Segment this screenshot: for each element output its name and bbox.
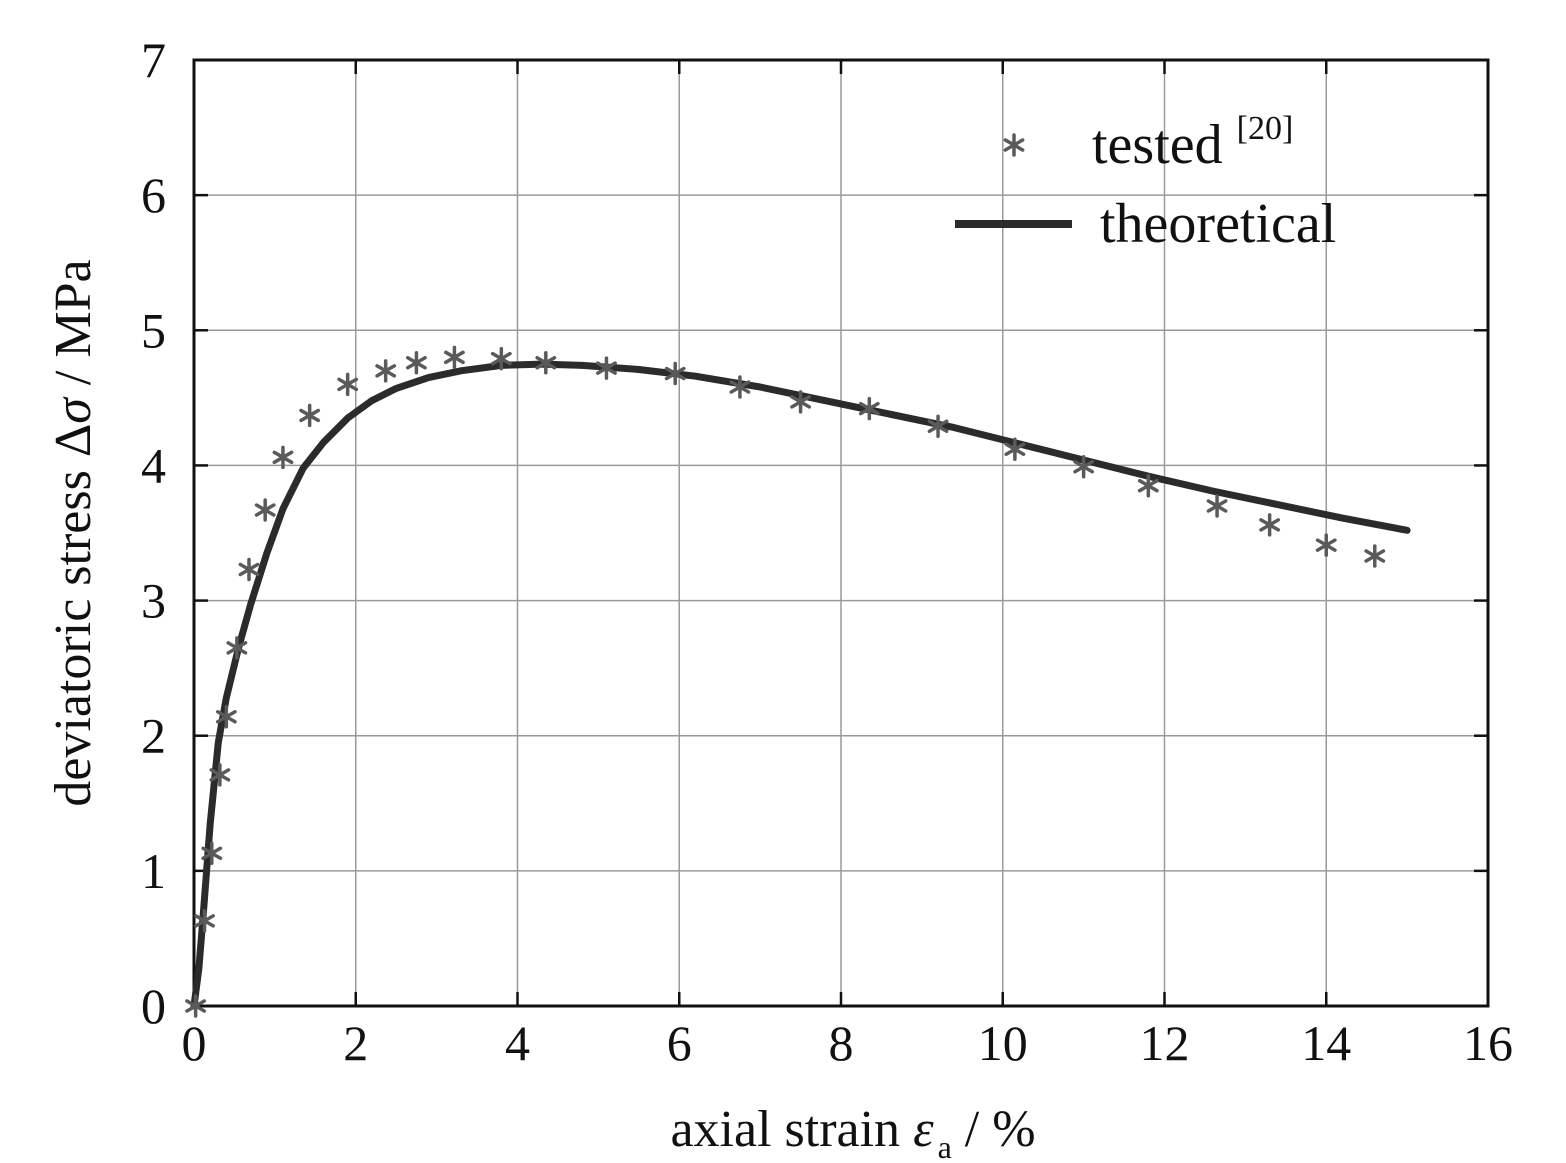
- data-point-tested: [254, 498, 276, 522]
- data-point-tested: [444, 345, 465, 370]
- data-point-tested: [927, 414, 949, 438]
- legend-label-tested: tested [20]: [1092, 110, 1293, 176]
- x-tick-label: 8: [829, 1015, 854, 1071]
- data-point-tested: [664, 361, 686, 386]
- legend-marker-tested: [1003, 133, 1025, 157]
- data-point-tested: [858, 396, 880, 421]
- x-tick-label: 16: [1463, 1015, 1513, 1071]
- y-tick-label: 5: [141, 302, 166, 358]
- x-tick-label: 2: [343, 1015, 368, 1071]
- data-point-tested: [1137, 473, 1159, 498]
- data-point-tested: [299, 403, 321, 428]
- y-tick-label: 4: [141, 437, 166, 493]
- legend-label-theoretical: theoretical: [1100, 193, 1336, 255]
- data-point-tested: [535, 350, 557, 375]
- y-tick-label: 7: [141, 32, 166, 88]
- data-point-tested: [405, 350, 427, 375]
- data-point-tested: [1315, 533, 1337, 557]
- data-point-tested: [201, 841, 223, 866]
- y-tick-label: 1: [141, 843, 166, 899]
- data-point-tested: [490, 346, 512, 371]
- y-tick-label: 6: [141, 167, 166, 223]
- data-point-tested: [375, 359, 397, 383]
- legend: tested [20] theoretical: [955, 110, 1336, 255]
- y-tick-label: 3: [141, 573, 166, 629]
- x-tick-label: 4: [505, 1015, 530, 1071]
- series-layer: [185, 345, 1411, 1018]
- data-point-tested: [226, 636, 248, 660]
- x-tick-label: 10: [978, 1015, 1028, 1071]
- data-point-tested: [215, 705, 237, 729]
- data-point-tested: [238, 557, 260, 582]
- data-point-tested: [337, 372, 359, 397]
- legend-asterisk-icon: [1003, 133, 1025, 157]
- x-tick-label: 6: [667, 1015, 692, 1071]
- y-axis-label: deviatoric stress Δσ / MPa: [45, 259, 102, 806]
- x-tick-label: 0: [182, 1015, 207, 1071]
- legend-citation: [20]: [1237, 110, 1294, 147]
- data-point-tested: [1206, 494, 1228, 518]
- y-tick-label: 2: [141, 708, 166, 764]
- data-point-tested: [194, 909, 215, 933]
- x-tick-label: 12: [1140, 1015, 1190, 1071]
- data-point-tested: [272, 445, 294, 470]
- x-tick-label: 14: [1301, 1015, 1351, 1071]
- data-point-tested: [729, 375, 751, 399]
- data-point-tested: [1073, 455, 1095, 479]
- y-tick-label: 0: [141, 978, 166, 1034]
- data-point-tested: [1004, 437, 1026, 461]
- data-point-tested: [790, 390, 811, 414]
- data-point-tested: [1364, 544, 1386, 568]
- series-line-theoretical: [190, 360, 1411, 1010]
- data-point-tested: [209, 763, 231, 787]
- data-point-tested: [1259, 513, 1281, 537]
- grid: [194, 60, 1488, 1006]
- data-point-tested: [185, 994, 207, 1018]
- data-point-tested: [596, 356, 617, 380]
